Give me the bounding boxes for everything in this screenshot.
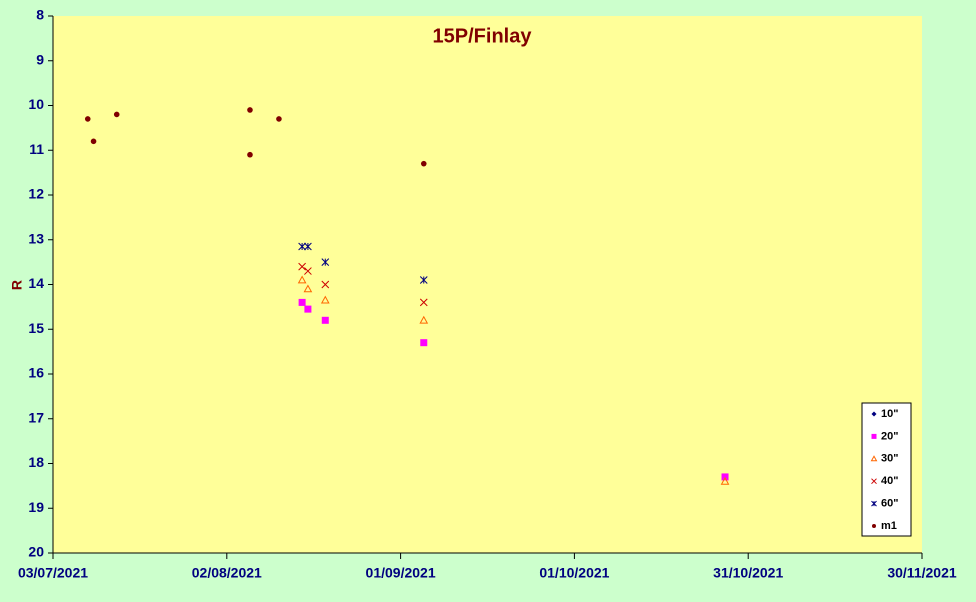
point xyxy=(298,262,306,271)
point xyxy=(321,258,330,266)
legend-marker xyxy=(870,455,878,462)
point xyxy=(419,315,429,324)
point xyxy=(247,107,253,113)
chart-title: 15P/Finlay xyxy=(433,25,533,47)
y-tick-label: 16 xyxy=(28,365,44,381)
point xyxy=(304,242,312,251)
point xyxy=(298,298,306,306)
y-tick-label: 10 xyxy=(28,96,44,112)
legend-label: 30" xyxy=(881,453,898,465)
point xyxy=(419,298,428,307)
point xyxy=(420,160,427,167)
point xyxy=(320,295,330,304)
x-tick-label: 01/09/2021 xyxy=(366,565,436,581)
y-tick-label: 9 xyxy=(36,51,44,67)
legend-label: m1 xyxy=(881,520,897,532)
y-tick-label: 20 xyxy=(28,544,44,560)
y-tick-label: 17 xyxy=(28,409,44,425)
x-tick-label: 01/10/2021 xyxy=(539,565,609,581)
y-axis-label: R xyxy=(9,280,25,290)
legend-label: 20" xyxy=(881,430,898,442)
point xyxy=(90,138,97,145)
point xyxy=(420,339,428,347)
point xyxy=(276,116,282,122)
point xyxy=(297,275,307,284)
x-tick-label: 03/07/2021 xyxy=(18,565,88,581)
point xyxy=(321,280,330,289)
point xyxy=(304,305,312,313)
y-tick-label: 13 xyxy=(28,230,44,246)
plot-area xyxy=(53,16,922,553)
x-tick-label: 30/11/2021 xyxy=(887,565,957,581)
legend-label: 40" xyxy=(881,475,898,487)
y-tick-label: 8 xyxy=(36,7,44,23)
x-tick-label: 02/08/2021 xyxy=(192,565,262,581)
point xyxy=(113,111,120,118)
x-tick-label: 31/10/2021 xyxy=(713,565,783,581)
y-tick-label: 19 xyxy=(28,499,44,515)
point xyxy=(84,116,91,122)
legend-marker xyxy=(871,500,877,507)
legend-marker xyxy=(871,411,877,417)
point xyxy=(321,316,329,324)
legend-marker xyxy=(872,524,876,528)
legend-marker xyxy=(871,478,877,485)
y-tick-label: 11 xyxy=(29,141,44,157)
y-tick-label: 18 xyxy=(28,454,44,470)
point xyxy=(303,284,313,293)
point xyxy=(720,476,730,485)
point xyxy=(419,276,428,284)
y-tick-label: 14 xyxy=(28,275,44,291)
y-tick-label: 12 xyxy=(28,186,44,202)
legend xyxy=(861,402,912,537)
legend-label: 60" xyxy=(881,498,898,510)
point xyxy=(247,151,253,158)
point xyxy=(304,267,312,275)
point xyxy=(298,242,306,251)
y-tick-label: 15 xyxy=(28,320,44,336)
legend-label: 10" xyxy=(881,408,898,420)
legend-marker xyxy=(871,433,877,439)
